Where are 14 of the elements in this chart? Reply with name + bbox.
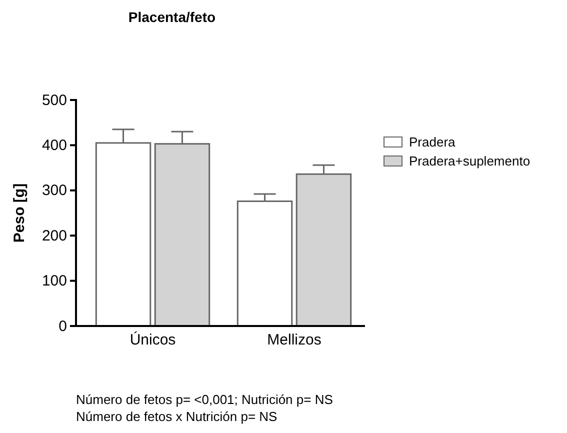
- x-tick-label: Únicos: [130, 330, 176, 349]
- text: Número de fetos x Nutrición p= NS: [76, 409, 278, 424]
- x-tick-label: Mellizos: [267, 332, 322, 349]
- y-tick-label: 400: [42, 137, 67, 154]
- y-tick-label: 300: [42, 182, 67, 200]
- text: Número de fetos p= <0,001; Nutrición p= NS: [76, 392, 334, 407]
- y-axis-title: Peso [g]: [11, 183, 28, 243]
- legend-label: Pradera: [409, 134, 456, 150]
- y-tick-label: 0: [58, 318, 67, 335]
- y-tick-label: 500: [42, 92, 67, 109]
- y-tick-label: 200: [42, 227, 67, 244]
- y-tick-label: 100: [42, 272, 67, 290]
- chart-title: Placenta/feto: [128, 9, 216, 25]
- legend-label: Pradera+suplemento: [409, 154, 530, 168]
